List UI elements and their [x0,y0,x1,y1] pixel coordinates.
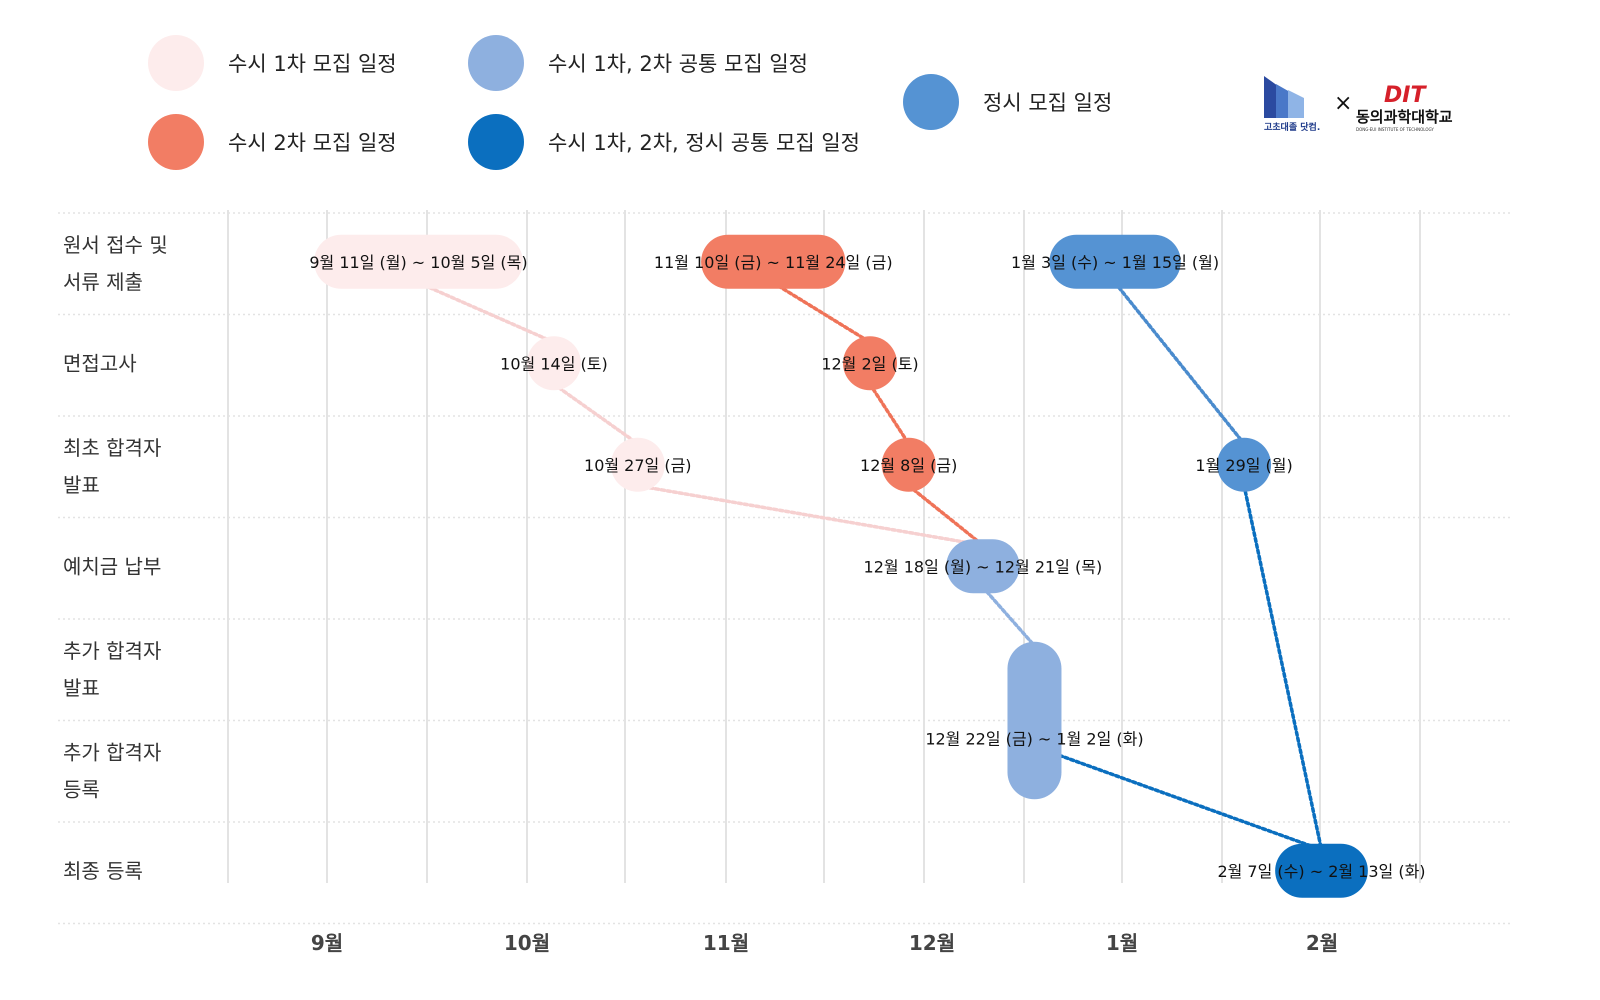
logo-building-2 [1276,84,1290,118]
event-label-r2-app: 11월 10일 (금) ~ 11월 24일 (금) [654,253,893,272]
legend-label-susi1: 수시 1차 모집 일정 [228,52,397,76]
month-label: 9월 [311,931,343,955]
legend-item-susi2: 수시 2차 모집 일정 [148,114,397,170]
legend-swatch-all [468,114,524,170]
legend-swatch-common12 [468,35,524,91]
event-label-j-ann: 1월 29일 (월) [1195,456,1292,475]
logo-left-name: 고초대졸 닷컴. [1264,121,1320,133]
event-bar-j-app [1049,234,1181,289]
row-label-line: 원서 접수 및 [63,233,168,257]
connector-r1-int-to-r1-ann [552,382,640,446]
event-label-c-add: 12월 22일 (금) ~ 1월 2일 (화) [925,730,1143,749]
connector-j-app-to-j-ann [1113,281,1246,446]
event-bars [314,234,1368,898]
event-bar-r2-ann [881,437,936,492]
connector-j-ann-to-final [1242,484,1324,852]
connector-c-dep-to-c-add [981,585,1037,648]
connector-r2-app-to-r2-int [771,281,872,344]
event-bar-j-ann [1217,437,1272,492]
logo-building-1 [1264,76,1278,118]
legend-label-jeongsi: 정시 모집 일정 [983,91,1113,115]
legend-item-common12: 수시 1차, 2차 공통 모집 일정 [468,35,808,91]
row-label-line: 발표 [63,676,100,700]
event-bar-r2-app [701,234,846,289]
row-label-line: 발표 [63,473,100,497]
event-labels: 9월 11일 (월) ~ 10월 5일 (목) 10월 14일 (토) 10월 27… [309,253,1425,881]
connector-c-add-to-final [1040,747,1324,852]
logo-cross: × [1334,91,1352,116]
legend-label-all: 수시 1차, 2차, 정시 공통 모집 일정 [548,131,860,155]
row-label: 최종 등록 [63,859,143,883]
dit-logo: DIT 동의과학대학교 DONG-EUI INSTITUTE OF TECHNO… [1356,83,1453,132]
month-label: 11월 [703,931,749,955]
month-label: 1월 [1106,931,1138,955]
month-labels: 9월 10월 11월 12월 1월 2월 [311,931,1338,955]
event-bar-r1-int [526,336,581,391]
connector-r2-int-to-r2-ann [868,382,911,446]
row-label-line: 등록 [63,777,100,801]
month-label: 12월 [909,931,955,955]
row-label: 예치금 납부 [63,554,161,578]
event-label-j-app: 1월 3일 (수) ~ 1월 15일 (월) [1011,253,1219,272]
month-label: 2월 [1306,931,1338,955]
logo-building-3 [1288,90,1304,118]
event-label-c-dep: 12월 18일 (월) ~ 12월 21일 (목) [864,557,1103,576]
event-bar-c-add [1007,641,1062,800]
logo-right-sub: DONG-EUI INSTITUTE OF TECHNOLOGY [1356,127,1434,132]
event-label-r2-int: 12월 2일 (토) [821,354,918,373]
legend-swatch-jeongsi [903,74,959,130]
connectors [416,281,1324,852]
event-bar-final [1275,843,1368,898]
connector-r1-app-to-r1-int [416,281,556,344]
row-label: 면접고사 [63,351,137,375]
row-label-line: 추가 합격자 [63,639,161,663]
row-label-line: 서류 제출 [63,270,143,294]
connector-r1-ann-to-c-dep [636,484,985,547]
event-label-final: 2월 7일 (수) ~ 2월 13일 (화) [1217,862,1425,881]
event-label-r1-int: 10월 14일 (토) [500,354,608,373]
event-bar-r1-ann [610,437,665,492]
connector-r2-ann-to-c-dep [906,484,985,547]
row-label-line: 최초 합격자 [63,436,161,460]
legend-label-susi2: 수시 2차 모집 일정 [228,131,397,155]
month-label: 10월 [504,931,550,955]
partner-logos: 고초대졸 닷컴. × DIT 동의과학대학교 DONG-EUI INSTITUT… [1264,74,1474,144]
logo-right-name: 동의과학대학교 [1356,108,1453,126]
legend-item-jeongsi: 정시 모집 일정 [903,74,1112,130]
row-label-line: 추가 합격자 [63,740,161,764]
event-label-r1-ann: 10월 27일 (금) [584,456,692,475]
event-bar-r1-app [314,234,523,289]
legend-item-susi1: 수시 1차 모집 일정 [148,35,397,91]
partner-logos-graphic: 고초대졸 닷컴. × DIT 동의과학대학교 DONG-EUI INSTITUT… [1264,76,1453,133]
legend-item-all: 수시 1차, 2차, 정시 공통 모집 일정 [468,114,860,170]
legend: 수시 1차 모집 일정 수시 2차 모집 일정 수시 1차, 2차 공통 모집 … [0,0,1600,190]
legend-swatch-susi2 [148,114,204,170]
grid [58,210,1512,925]
gochodaejol-logo: 고초대졸 닷컴. [1264,76,1320,133]
event-bar-c-dep [946,539,1020,594]
event-bar-r2-int [843,336,897,391]
event-label-r1-app: 9월 11일 (월) ~ 10월 5일 (목) [309,253,527,272]
event-label-r2-ann: 12월 8일 (금) [860,456,957,475]
legend-swatch-susi1 [148,35,204,91]
logo-dit-mark: DIT [1384,83,1427,108]
legend-label-common12: 수시 1차, 2차 공통 모집 일정 [548,52,808,76]
